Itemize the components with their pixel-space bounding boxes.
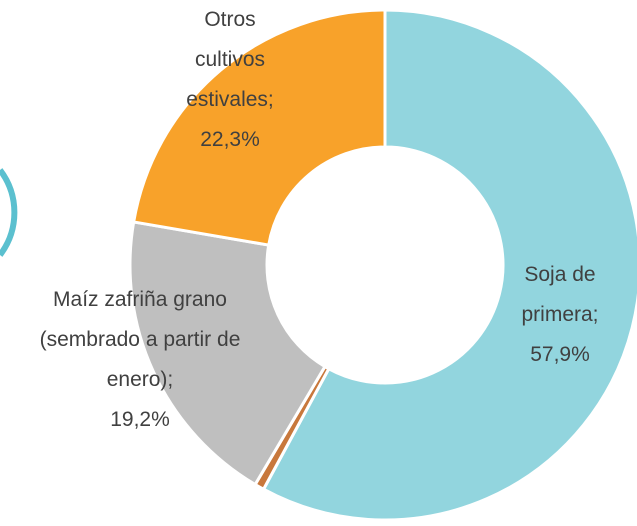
label-category: Soja de primera bbox=[521, 263, 596, 326]
label-separator: ; bbox=[592, 303, 599, 326]
label-value: 57,9% bbox=[530, 343, 590, 366]
label-category: Otros cultivos estivales bbox=[186, 8, 268, 111]
data-label: Otros cultivos estivales; 22,3% bbox=[175, 0, 285, 160]
data-label: Soja de primera; 57,9% bbox=[505, 255, 615, 375]
label-separator: ; bbox=[267, 88, 274, 111]
label-value: 19,2% bbox=[110, 408, 170, 431]
label-separator: ; bbox=[167, 368, 174, 391]
neighbor-chart-edge bbox=[0, 168, 18, 257]
slice bbox=[128, 220, 327, 487]
label-value: 22,3% bbox=[200, 128, 260, 151]
label-category: Maíz zafriña grano (sembrado a partir de… bbox=[39, 288, 241, 391]
slice bbox=[261, 8, 637, 522]
slice bbox=[131, 8, 387, 247]
data-label: Maíz zafriña grano (sembrado a partir de… bbox=[15, 280, 265, 440]
